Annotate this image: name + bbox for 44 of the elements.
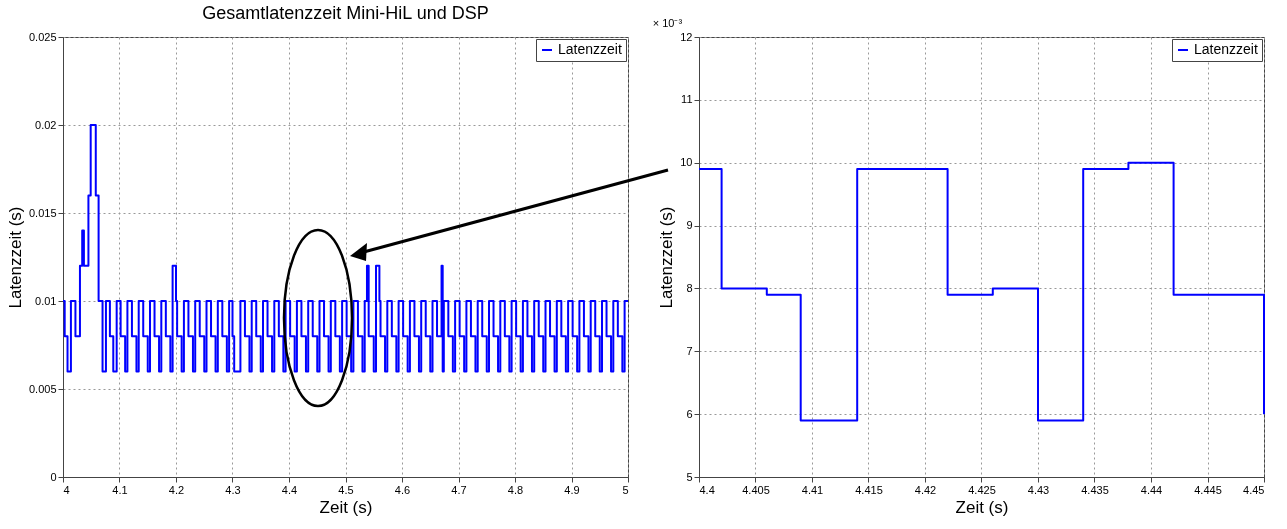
x-tick-label: 4.8 <box>507 483 524 496</box>
x-tick-label: 4.44 <box>1140 483 1163 496</box>
x-tick-label: 4.425 <box>968 483 996 496</box>
y-tick-label: 0.025 <box>28 30 57 43</box>
x-tick-label: 4.445 <box>1194 483 1222 496</box>
x-tick-label: 4.3 <box>225 483 241 496</box>
x-tick-label: 4.43 <box>1027 483 1050 496</box>
y-tick-label: 8 <box>686 281 693 294</box>
y-tick-label: 0.015 <box>28 206 57 219</box>
x-tick-label: 4.6 <box>394 483 411 496</box>
x-tick-label: 4.9 <box>564 483 580 496</box>
x-tick-label: 4.435 <box>1081 483 1109 496</box>
chart-title: Gesamtlatenzzeit Mini-HiL und DSP <box>202 3 489 23</box>
x-tick-label: 4.5 <box>338 483 354 496</box>
x-tick-label: 4.415 <box>855 483 883 496</box>
x-tick-label: 4.4 <box>281 483 298 496</box>
x-tick-label: 4.1 <box>112 483 128 496</box>
y-axis-title: Latenzzeit (s) <box>5 206 25 309</box>
y-tick-label: 9 <box>686 219 693 232</box>
y-tick-label: 0.005 <box>28 382 57 395</box>
x-tick-label: 4 <box>63 483 70 496</box>
y-tick-label: 0.02 <box>35 118 57 131</box>
x-tick-label: 4.405 <box>742 483 770 496</box>
y-tick-label: 7 <box>686 344 693 357</box>
x-axis-title: Zeit (s) <box>319 497 373 517</box>
x-tick-label: 4.7 <box>451 483 467 496</box>
x-tick-label: 4.2 <box>168 483 185 496</box>
x-tick-label: 5 <box>622 483 629 496</box>
y-tick-label: 5 <box>686 470 693 483</box>
x-tick-label: 4.4 <box>699 483 715 496</box>
x-axis-title: Zeit (s) <box>955 497 1009 517</box>
y-tick-label: 0.01 <box>35 294 57 307</box>
text: × 10⁻³ <box>652 17 683 29</box>
x-tick-label: 4.41 <box>801 483 824 496</box>
y-tick-label: 6 <box>686 407 693 420</box>
y-tick-label: 0 <box>50 470 57 483</box>
y-tick-label: 12 <box>680 30 693 43</box>
legend-label: Latenzzeit <box>558 41 622 57</box>
x-tick-label: 4.45 <box>1243 483 1265 496</box>
x-tick-label: 4.42 <box>914 483 937 496</box>
y-tick-label: 11 <box>681 93 693 106</box>
legend-label: Latenzzeit <box>1194 41 1258 57</box>
y-tick-label: 10 <box>680 156 693 169</box>
y-axis-title: Latenzzeit (s) <box>657 206 677 309</box>
